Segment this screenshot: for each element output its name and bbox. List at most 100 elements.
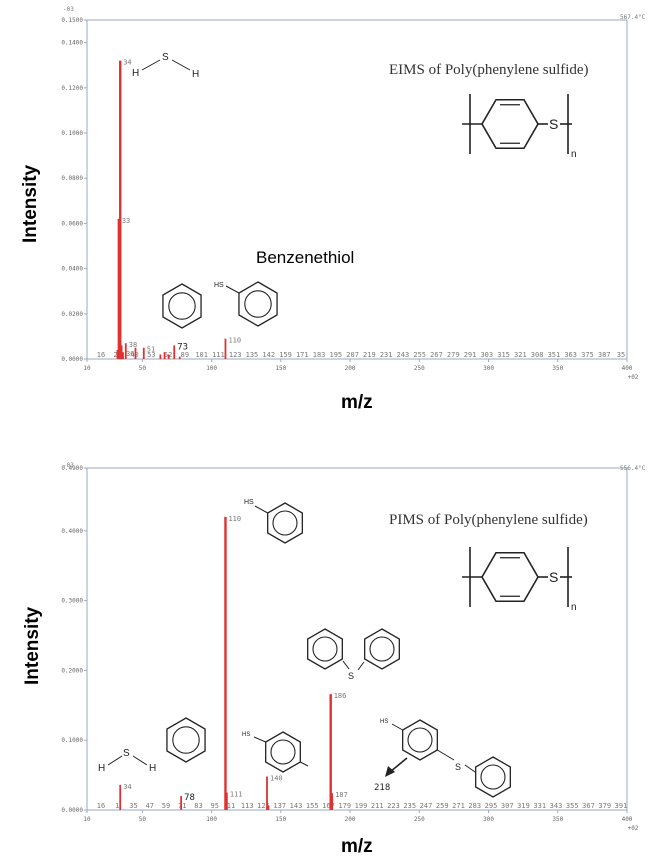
sulfide-bond — [464, 764, 476, 773]
eims-chart-svg: 0.0000 0.0200 0.0400 0.0600 0.0800 0.1000 0.12… — [61, 17, 639, 381]
sulfide-bond — [357, 661, 365, 671]
thiol-bond — [253, 736, 266, 743]
x-tick-label: 300 — [483, 816, 494, 823]
peak-label: 38 — [129, 341, 137, 349]
benzene-ring-shape — [238, 281, 278, 327]
baseline-peak-label: 125 — [257, 802, 270, 810]
baseline-peak-label: 179 — [338, 802, 351, 810]
baseline-peak-label: 111 — [212, 351, 225, 359]
baseline-peak-label: 53 — [147, 351, 155, 359]
baseline-peak-label: 40 — [130, 351, 138, 359]
y-tick-label: 0.1000 — [61, 737, 83, 744]
baseline-peak-label: 211 — [371, 802, 384, 810]
pims-chart-svg: 0.0000 0.1000 0.2000 0.3000 0.4000 0.4900 10 50… — [61, 465, 638, 832]
x-axis-label: m/z — [341, 836, 373, 857]
benzene-aromatic-circle — [312, 636, 338, 662]
baseline-peak-label: 243 — [397, 351, 410, 359]
eims-panel: -03 567.4°C 0.0000 0.0200 0.0400 0.0600 0.08… — [0, 0, 670, 420]
thiol-bond — [254, 505, 268, 514]
x-tick-label: 200 — [345, 365, 356, 372]
benzene-aromatic-circle — [407, 727, 433, 753]
peak-label: 34 — [123, 783, 131, 791]
baseline-peak-label: 83 — [194, 802, 202, 810]
baseline-peak-label: 315 — [497, 351, 510, 359]
baseline-peak-label: 343 — [550, 802, 563, 810]
y-tick-label: 0.2000 — [61, 667, 83, 674]
baseline-peak-label: 89 — [181, 351, 189, 359]
y-tick-label: 0.1400 — [61, 40, 83, 47]
baseline-peak-label: 295 — [485, 802, 498, 810]
baseline-peak-label: 271 — [452, 802, 465, 810]
baseline-peak-label: 351 — [548, 351, 561, 359]
baseline-peak-label: 199 — [355, 802, 368, 810]
sulfide-bond — [437, 749, 455, 761]
baseline-peak-label: 195 — [330, 351, 343, 359]
baseline-peak-label: 101 — [195, 351, 208, 359]
baseline-peak-label: 113 — [241, 802, 254, 810]
baseline-peak-label: 137 — [273, 802, 286, 810]
fragment-arrow-line — [389, 757, 408, 773]
hydrogen-atom-label: H — [192, 69, 199, 80]
baseline-peak-label: 16 — [97, 802, 105, 810]
thiol-group-label: HS — [242, 732, 250, 738]
sulfur-atom-label: S — [549, 569, 558, 585]
x-tick-label: 250 — [414, 365, 425, 372]
benzene-ring-shape — [307, 628, 343, 670]
baseline-peak-label: 255 — [413, 351, 426, 359]
benzene-aromatic-circle — [168, 292, 196, 320]
corner-left-label: -03 — [63, 462, 74, 469]
y-tick-label: 0.0800 — [61, 175, 83, 182]
h2s-bond — [141, 59, 161, 71]
x-tick-label: 350 — [552, 816, 563, 823]
baseline-peak-label: 11 — [227, 802, 235, 810]
baseline-peak-label: 321 — [514, 351, 527, 359]
thiol-group-label: HS — [380, 719, 388, 725]
baseline-peak-label: 171 — [296, 351, 309, 359]
peak-label: 51 — [147, 346, 155, 354]
peak-label: 110 — [228, 515, 241, 523]
hydrogen-atom-label: H — [132, 68, 139, 79]
benzene-aromatic-circle — [270, 739, 296, 765]
thiol-bond — [391, 723, 403, 731]
peak-label: 34 — [123, 59, 131, 67]
x-tick-label: 100 — [206, 365, 217, 372]
baseline-peak-label: 95 — [211, 802, 219, 810]
polymer-ring-shape — [481, 551, 539, 603]
baseline-peak-label: 379 — [598, 802, 611, 810]
x-tick-label: 100 — [206, 816, 217, 823]
baseline-peak-label: 247 — [420, 802, 433, 810]
x-tick-label: 50 — [139, 365, 147, 372]
x-tick-label: 50 — [139, 816, 147, 823]
baseline-peak-label: 387 — [598, 351, 611, 359]
x-axis-scale-label: +02 — [628, 374, 639, 381]
y-tick-label: 0.3000 — [61, 598, 83, 605]
y-tick-label: 0.1000 — [61, 130, 83, 137]
peak-label: 36 — [126, 350, 134, 358]
corner-right-label: 567.4°C — [620, 14, 646, 21]
baseline-peak-label: 267 — [430, 351, 443, 359]
plot-frame — [86, 467, 628, 811]
repeat-unit-subscript: n — [571, 149, 577, 160]
baseline-peak-label: 155 — [306, 802, 319, 810]
sulfur-atom-label: S — [123, 748, 130, 759]
peak-label: 186 — [334, 692, 347, 700]
h2s-bond — [107, 755, 123, 766]
baseline-peak-label: 308 — [531, 351, 544, 359]
pims-panel: -03 556.4°C 0.0000 0.1000 0.2000 0.3000 0.40… — [0, 440, 670, 864]
y-tick-label: 0.1500 — [61, 17, 83, 24]
y-tick-label: 0.0000 — [61, 356, 83, 363]
thiol-bond — [225, 285, 240, 294]
baseline-peak-label: 223 — [387, 802, 400, 810]
benzenethiol-annotation: Benzenethiol — [256, 248, 355, 267]
y-tick-label: 0.0400 — [61, 266, 83, 273]
baseline-peak-label: 207 — [346, 351, 359, 359]
chart-title: EIMS of Poly(phenylene sulfide) — [389, 62, 589, 78]
baseline-peak-label: 279 — [447, 351, 460, 359]
baseline-peak-label: 375 — [581, 351, 594, 359]
sulfur-atom-label: S — [455, 762, 461, 772]
baseline-peak-label: 367 — [582, 802, 595, 810]
baseline-peak-label: 283 — [468, 802, 481, 810]
y-tick-label: 0.1200 — [61, 85, 83, 92]
baseline-peak-label: 307 — [501, 802, 514, 810]
benzene-ring-shape — [475, 756, 511, 798]
